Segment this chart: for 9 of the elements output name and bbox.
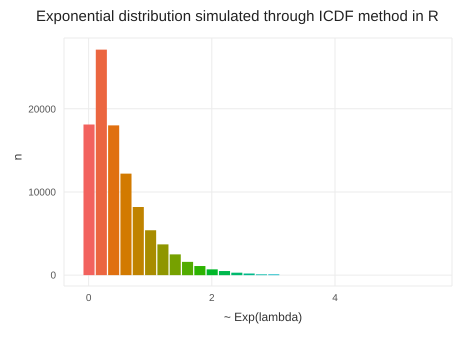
y-tick-label: 10000: [28, 188, 56, 199]
x-tick-label: 0: [86, 293, 92, 304]
x-axis-title: ~ Exp(lambda): [222, 310, 304, 324]
x-tick-label: 2: [209, 293, 216, 304]
chart-title: Exponential distribution simulated through ICDF method in R: [36, 8, 440, 27]
y-tick-label: 0: [50, 270, 56, 282]
x-tick-label: 4: [332, 293, 338, 304]
y-axis-title: n: [10, 154, 24, 160]
y-tick-label: 20000: [28, 104, 56, 116]
